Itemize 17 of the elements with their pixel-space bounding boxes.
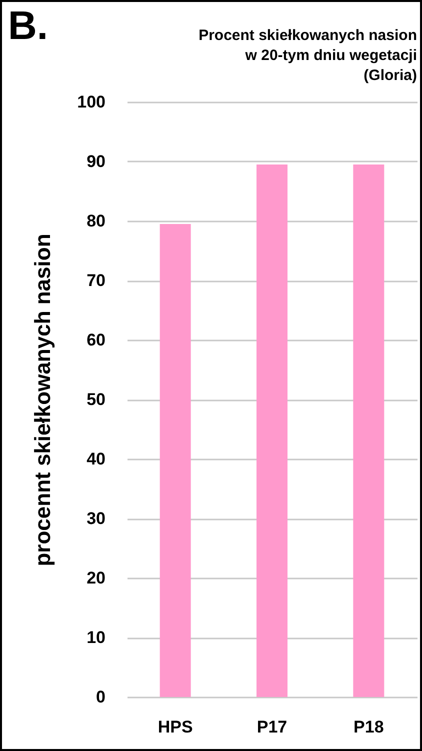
y-axis-title: procennt skiełkowanych nasion bbox=[30, 234, 56, 566]
y-tick-label: 90 bbox=[86, 152, 106, 171]
y-tick-label: 100 bbox=[77, 92, 106, 112]
chart-title: Procent skiełkowanych nasion w 20-tym dniu wegetacji (Gloria) bbox=[198, 27, 417, 84]
y-tick-label: 20 bbox=[86, 568, 106, 588]
x-tick-label: HPS bbox=[158, 718, 193, 736]
y-tick-label: 70 bbox=[86, 271, 106, 290]
text: B. bbox=[8, 4, 48, 49]
y-tick-label: 30 bbox=[86, 509, 106, 528]
y-tick-label: 10 bbox=[86, 628, 106, 647]
y-tick-label: 40 bbox=[86, 450, 106, 468]
y-tick-label: 50 bbox=[86, 390, 106, 409]
y-tick-label: 0 bbox=[96, 688, 106, 706]
y-tick-label: 60 bbox=[86, 330, 106, 350]
x-tick-label: P17 bbox=[256, 718, 288, 736]
x-tick-label: P18 bbox=[354, 718, 384, 736]
y-tick-label: 80 bbox=[86, 212, 106, 230]
